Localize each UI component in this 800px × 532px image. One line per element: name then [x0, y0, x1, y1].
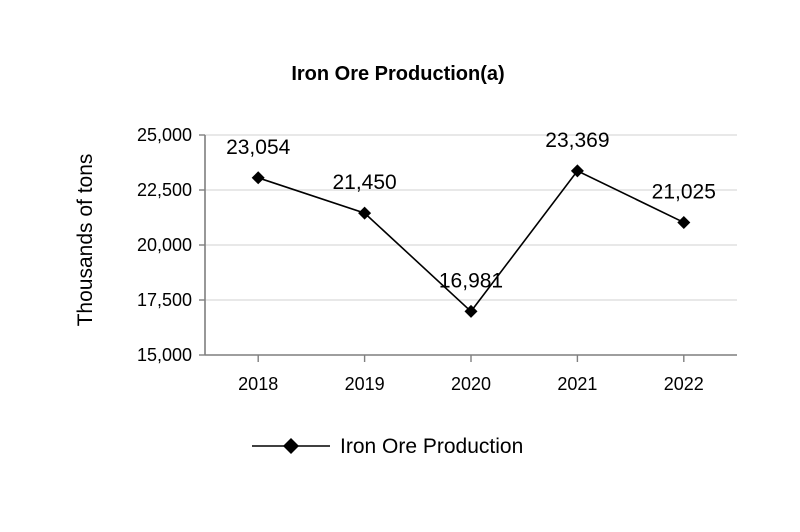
y-tick-label: 15,000 — [137, 345, 192, 365]
axes — [199, 134, 737, 362]
data-label-2019: 21,450 — [332, 171, 396, 194]
x-tick-label: 2019 — [345, 374, 385, 394]
x-tick-label: 2018 — [238, 374, 278, 394]
data-label-2021: 23,369 — [545, 129, 609, 152]
x-tick-label: 2022 — [664, 374, 704, 394]
x-tick-label: 2020 — [451, 374, 491, 394]
legend: Iron Ore Production — [252, 435, 523, 458]
y-tick-label: 22,500 — [137, 180, 192, 200]
data-point-2022 — [677, 215, 691, 229]
y-tick-label: 17,500 — [137, 290, 192, 310]
y-tick-label: 20,000 — [137, 235, 192, 255]
data-label-2018: 23,054 — [226, 136, 291, 159]
tick-labels: 15,000 17,500 20,000 22,500 25,000 2018 2019 20… — [137, 125, 704, 394]
data-point-2019 — [358, 206, 372, 220]
data-point-2020 — [464, 304, 478, 318]
y-tick-label: 25,000 — [137, 125, 192, 145]
data-label-2020: 16,981 — [439, 269, 503, 292]
legend-diamond-marker — [283, 438, 299, 454]
legend-label-iron-ore-production: Iron Ore Production — [340, 435, 523, 458]
y-axis-title: Thousands of tons — [74, 154, 97, 327]
data-point-2021 — [570, 164, 584, 178]
data-labels: 23,054 21,450 16,981 23,369 21,025 — [226, 129, 716, 293]
series-layer — [251, 164, 691, 318]
x-tick-label: 2021 — [557, 374, 597, 394]
data-point-2018 — [251, 171, 265, 185]
data-label-2022: 21,025 — [652, 180, 716, 203]
chart-title: Iron Ore Production(a) — [291, 63, 504, 85]
